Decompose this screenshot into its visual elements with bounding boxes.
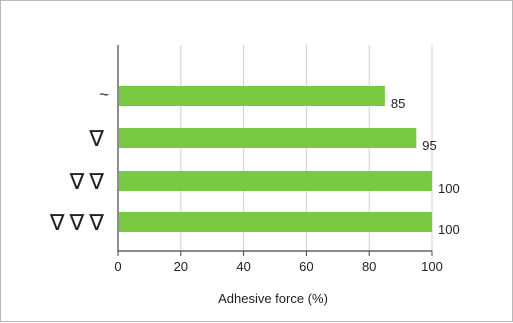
bars (119, 86, 432, 232)
bar-3 (119, 171, 432, 191)
x-axis-label: Adhesive force (%) (218, 291, 328, 306)
category-label-2: ∇ (88, 126, 109, 151)
bar-value-label-3: 100 (438, 181, 460, 196)
x-tick-label-60: 60 (299, 259, 313, 274)
category-label-3: ∇∇ (69, 169, 109, 194)
bar-value-label-1: 85 (391, 96, 405, 111)
category-label-1: ~ (99, 85, 109, 104)
x-tick-label-0: 0 (114, 259, 121, 274)
x-tick-label-100: 100 (421, 259, 443, 274)
axes (117, 45, 433, 256)
bar-value-label-4: 100 (438, 222, 460, 237)
x-tick-label-80: 80 (362, 259, 376, 274)
category-label-4: ∇∇∇ (49, 210, 109, 235)
labels: 0 20 40 60 80 100 85 ~95 ∇ 100 ∇∇ 100 ∇∇∇ (49, 85, 460, 274)
bar-1 (119, 86, 385, 106)
bar-4 (119, 212, 432, 232)
bar-2 (119, 128, 417, 148)
x-tick-label-20: 20 (174, 259, 188, 274)
x-tick-label-40: 40 (236, 259, 250, 274)
bar-value-label-2: 95 (422, 138, 436, 153)
